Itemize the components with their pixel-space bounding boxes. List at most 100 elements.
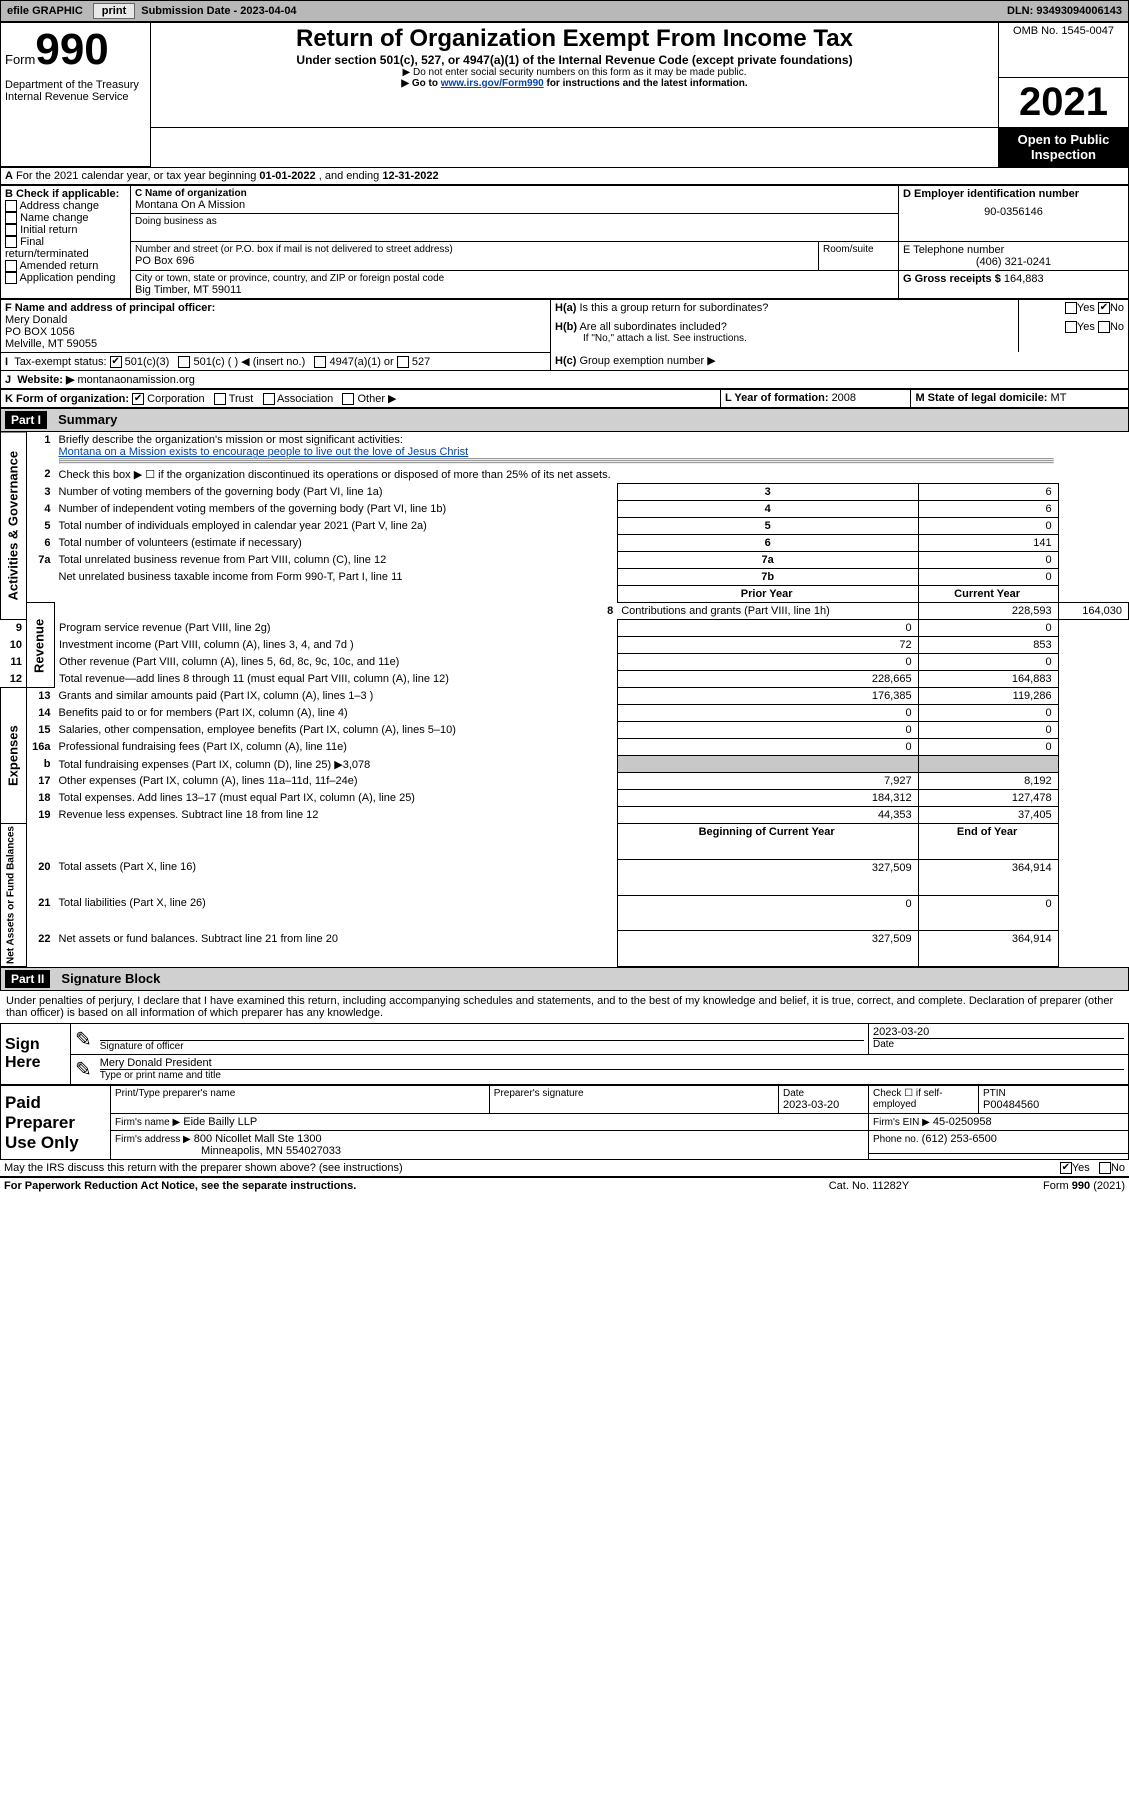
k-other-checkbox[interactable] — [342, 393, 354, 405]
jurat-text: Under penalties of perjury, I declare th… — [0, 991, 1129, 1023]
line17-py: 7,927 — [617, 773, 918, 790]
open-to-public: Open to Public Inspection — [999, 127, 1129, 166]
hb-no-checkbox[interactable] — [1098, 321, 1110, 333]
i-527-checkbox[interactable] — [397, 356, 409, 368]
line9-cy: 0 — [918, 620, 1058, 637]
part-i-header: Part I — [5, 411, 47, 429]
form-header: Form990 Return of Organization Exempt Fr… — [0, 22, 1129, 167]
ha-no-checkbox[interactable]: ✔ — [1098, 302, 1110, 314]
street-value: PO Box 696 — [135, 255, 814, 267]
line15-cy: 0 — [918, 722, 1058, 739]
line16b-py-shade — [617, 756, 918, 773]
check-application-pending[interactable]: Application pending — [5, 272, 126, 284]
print-button[interactable]: print — [93, 3, 135, 19]
check-amended-return[interactable]: Amended return — [5, 260, 126, 272]
form990-link[interactable]: www.irs.gov/Form990 — [441, 78, 544, 89]
line22-py: 327,509 — [617, 931, 918, 967]
firm-name-label: Firm's name ▶ — [115, 1117, 180, 1128]
section-c-name-label: C Name of organization — [135, 188, 894, 199]
line-a-text: For the 2021 calendar year, or tax year … — [16, 170, 259, 182]
i-501c3-label: 501(c)(3) — [125, 356, 170, 368]
line13-cy: 119,286 — [918, 688, 1058, 705]
discuss-no-checkbox[interactable] — [1099, 1162, 1111, 1174]
line2-text: Check this box ▶ ☐ if the organization d… — [55, 466, 1059, 484]
i-501c-checkbox[interactable] — [178, 356, 190, 368]
i-501c-label: 501(c) ( ) ◀ (insert no.) — [194, 356, 306, 368]
section-e-label: E Telephone number — [903, 244, 1124, 256]
form-number: 990 — [35, 25, 108, 74]
line12-text: Total revenue—add lines 8 through 11 (mu… — [55, 671, 618, 688]
part-ii-header: Part II — [5, 970, 50, 988]
part-ii-title: Signature Block — [53, 971, 160, 986]
line22-cy: 364,914 — [918, 931, 1058, 967]
section-l-label: L Year of formation: — [725, 392, 832, 404]
line9-text: Program service revenue (Part VIII, line… — [55, 620, 618, 637]
line7a-text: Total unrelated business revenue from Pa… — [55, 552, 618, 569]
hb-yes-checkbox[interactable] — [1065, 321, 1077, 333]
section-i-label: Tax-exempt status: — [14, 356, 106, 368]
submission-date-label: Submission Date - 2023-04-04 — [135, 5, 302, 17]
line19-cy: 37,405 — [918, 807, 1058, 824]
line-a: A For the 2021 calendar year, or tax yea… — [1, 167, 1129, 184]
note2-post: for instructions and the latest informat… — [544, 78, 748, 89]
dba-label: Doing business as — [135, 216, 894, 227]
line20-text: Total assets (Part X, line 16) — [55, 859, 618, 895]
dept-treasury: Department of the Treasury — [5, 79, 146, 91]
line6-val: 141 — [918, 535, 1058, 552]
current-year-header: Current Year — [918, 586, 1058, 603]
line7b-text: Net unrelated business taxable income fr… — [55, 569, 618, 586]
line10-cy: 853 — [918, 637, 1058, 654]
ha-yes-checkbox[interactable] — [1065, 302, 1077, 314]
preparer-name-label: Print/Type preparer's name — [115, 1088, 485, 1099]
section-k-label: K Form of organization: — [5, 393, 129, 405]
line16b-text: Total fundraising expenses (Part IX, col… — [55, 756, 618, 773]
check-final-return[interactable]: Final return/terminated — [5, 236, 126, 260]
sig-date-label: Date — [873, 1038, 1124, 1050]
i-4947-checkbox[interactable] — [314, 356, 326, 368]
check-address-change[interactable]: Address change — [5, 200, 126, 212]
discuss-yes-checkbox[interactable]: ✔ — [1060, 1162, 1072, 1174]
line3-num: 3 — [617, 484, 918, 501]
k-corp-checkbox[interactable]: ✔ — [132, 393, 144, 405]
line4-text: Number of independent voting members of … — [55, 501, 618, 518]
line19-text: Revenue less expenses. Subtract line 18 … — [55, 807, 618, 824]
k-assoc-checkbox[interactable] — [263, 393, 275, 405]
line20-py: 327,509 — [617, 859, 918, 895]
i-4947-label: 4947(a)(1) or — [330, 356, 394, 368]
check-name-change[interactable]: Name change — [5, 212, 126, 224]
eoy-header: End of Year — [918, 824, 1058, 860]
section-g-label: G Gross receipts $ — [903, 273, 1004, 285]
gross-receipts-value: 164,883 — [1004, 273, 1044, 285]
signer-name-label: Type or print name and title — [100, 1069, 1124, 1081]
line1-label: Briefly describe the organization's miss… — [59, 434, 403, 446]
line1-value[interactable]: Montana on a Mission exists to encourage… — [59, 446, 469, 458]
preparer-date-label: Date — [783, 1088, 864, 1099]
i-501c3-checkbox[interactable]: ✔ — [110, 356, 122, 368]
officer-name: Mery Donald — [5, 314, 546, 326]
line5-val: 0 — [918, 518, 1058, 535]
line13-py: 176,385 — [617, 688, 918, 705]
k-trust-checkbox[interactable] — [214, 393, 226, 405]
line9-py: 0 — [617, 620, 918, 637]
line4-val: 6 — [918, 501, 1058, 518]
check-initial-return[interactable]: Initial return — [5, 224, 126, 236]
line16b-cy-shade — [918, 756, 1058, 773]
line3-text: Number of voting members of the governin… — [55, 484, 618, 501]
line7b-val: 0 — [918, 569, 1058, 586]
preparer-sig-label: Preparer's signature — [494, 1088, 774, 1099]
section-d-label: D Employer identification number — [903, 188, 1124, 200]
line15-py: 0 — [617, 722, 918, 739]
preparer-self-employed[interactable]: Check ☐ if self-employed — [869, 1086, 979, 1114]
entity-block: B Check if applicable: Address change Na… — [0, 185, 1129, 299]
line15-text: Salaries, other compensation, employee b… — [55, 722, 618, 739]
pra-notice: For Paperwork Reduction Act Notice, see … — [0, 1177, 769, 1194]
sign-here-label: Sign Here — [1, 1024, 71, 1085]
hb-note: If "No," attach a list. See instructions… — [555, 333, 1014, 344]
klm-block: K Form of organization: ✔ Corporation Tr… — [0, 389, 1129, 408]
firm-addr2-value: Minneapolis, MN 554027033 — [115, 1145, 864, 1157]
form-word: Form — [5, 52, 35, 67]
note2-pre: ▶ Go to — [401, 78, 440, 89]
dln-label: DLN: 93493094006143 — [1007, 5, 1128, 17]
line18-py: 184,312 — [617, 790, 918, 807]
officer-addr1: PO BOX 1056 — [5, 326, 546, 338]
